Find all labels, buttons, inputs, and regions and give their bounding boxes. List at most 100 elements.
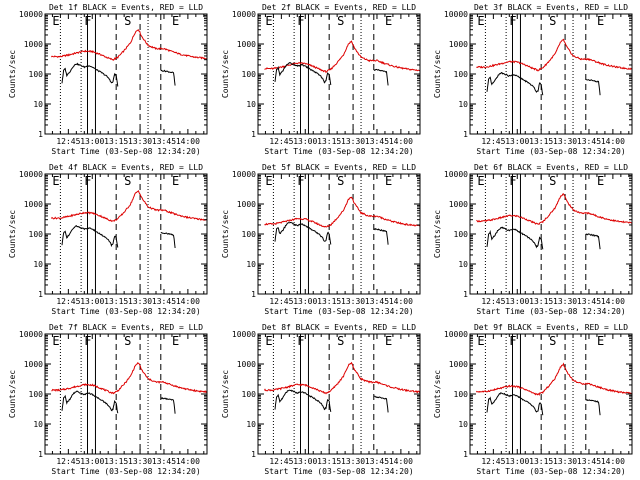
y-tick-label: 1: [38, 290, 43, 299]
x-tick-label: 13:30: [341, 137, 365, 146]
x-tick-label: 13:15: [529, 297, 553, 306]
interval-letter: E: [477, 14, 484, 28]
x-tick-label: 13:30: [553, 297, 577, 306]
panel-title: Det 5f BLACK = Events, RED = LLD: [262, 163, 416, 172]
y-tick-label: 100: [29, 390, 44, 399]
x-axis-label: Start Time (03-Sep-08 12:34:20): [476, 147, 625, 156]
plot-frame: [257, 173, 421, 295]
y-tick-label: 10000: [444, 170, 468, 179]
interval-letter: S: [337, 14, 344, 28]
plot-frame: [257, 13, 421, 135]
events-trace: [160, 397, 176, 414]
x-tick-label: 13:45: [152, 137, 176, 146]
x-tick-label: 13:00: [505, 297, 529, 306]
x-axis-label: Start Time (03-Sep-08 12:34:20): [264, 467, 413, 476]
y-tick-label: 10: [458, 260, 468, 269]
y-tick-label: 100: [242, 230, 257, 239]
interval-letter: F: [84, 174, 91, 188]
lld-trace: [476, 193, 632, 225]
x-tick-label: 13:30: [341, 297, 365, 306]
y-tick-label: 10000: [232, 170, 256, 179]
x-tick-label: 13:15: [317, 137, 341, 146]
y-tick-label: 10000: [232, 330, 256, 339]
y-tick-label: 1000: [237, 360, 256, 369]
y-tick-label: 1000: [24, 360, 43, 369]
interval-letter: E: [52, 14, 59, 28]
lld-trace: [475, 362, 632, 396]
x-tick-label: 13:15: [104, 457, 128, 466]
panel-title: Det 7f BLACK = Events, RED = LLD: [49, 323, 203, 332]
y-tick-label: 10000: [19, 330, 43, 339]
interval-letter: E: [597, 14, 604, 28]
x-tick-label: 13:45: [365, 137, 389, 146]
lld-trace: [51, 362, 207, 395]
interval-letter: E: [172, 334, 179, 348]
x-tick-label: 14:00: [601, 137, 625, 146]
y-axis-label: Counts/sec: [8, 50, 17, 98]
y-tick-label: 1000: [449, 40, 468, 49]
interval-letter: S: [124, 334, 131, 348]
interval-letter: F: [297, 14, 304, 28]
x-tick-label: 14:00: [176, 457, 200, 466]
x-tick-label: 14:00: [389, 297, 413, 306]
x-tick-label: 14:00: [389, 137, 413, 146]
x-tick-label: 12:45: [481, 297, 505, 306]
x-tick-label: 12:45: [56, 297, 80, 306]
plot-frame: [469, 333, 633, 455]
y-axis-label: Counts/sec: [221, 210, 230, 258]
y-tick-label: 100: [454, 230, 469, 239]
interval-letter: S: [124, 174, 131, 188]
y-tick-label: 10: [458, 100, 468, 109]
x-tick-label: 13:45: [365, 457, 389, 466]
interval-letter: E: [385, 174, 392, 188]
interval-letter: S: [337, 334, 344, 348]
y-tick-label: 10: [246, 100, 256, 109]
y-axis-label: Counts/sec: [433, 210, 442, 258]
y-tick-label: 1000: [237, 40, 256, 49]
y-tick-label: 1: [463, 290, 468, 299]
x-tick-label: 12:45: [481, 137, 505, 146]
x-tick-label: 14:00: [176, 297, 200, 306]
lld-trace: [476, 38, 632, 72]
y-tick-label: 10: [246, 420, 256, 429]
y-tick-label: 10000: [19, 170, 43, 179]
y-tick-label: 10: [33, 420, 43, 429]
interval-letter: E: [265, 334, 272, 348]
panel-9: Det 9f BLACK = Events, RED = LLD E F S E 1 10 1…: [433, 323, 633, 476]
y-tick-label: 10: [246, 260, 256, 269]
panel-7: Det 7f BLACK = Events, RED = LLD E F S E 1 10 1…: [8, 323, 208, 476]
x-tick-label: 13:45: [152, 457, 176, 466]
x-tick-label: 13:30: [128, 137, 152, 146]
plot-frame: [44, 333, 208, 455]
x-tick-label: 12:45: [56, 137, 80, 146]
lld-trace: [50, 190, 207, 223]
y-axis-label: Counts/sec: [8, 370, 17, 418]
x-tick-label: 13:45: [365, 297, 389, 306]
y-axis-label: Counts/sec: [433, 370, 442, 418]
x-tick-label: 13:45: [577, 457, 601, 466]
panel-title: Det 8f BLACK = Events, RED = LLD: [262, 323, 416, 332]
events-trace: [373, 395, 389, 413]
panel-1: Det 1f BLACK = Events, RED = LLD E F S E 1 10 1…: [8, 3, 208, 156]
x-tick-label: 13:15: [317, 297, 341, 306]
events-trace: [61, 225, 119, 248]
x-tick-label: 12:45: [56, 457, 80, 466]
y-axis-label: Counts/sec: [8, 210, 17, 258]
y-tick-label: 1: [251, 290, 256, 299]
y-tick-label: 1: [463, 450, 468, 459]
panel-title: Det 1f BLACK = Events, RED = LLD: [49, 3, 203, 12]
interval-letter: E: [597, 174, 604, 188]
events-trace: [61, 390, 119, 414]
interval-letter: F: [509, 334, 516, 348]
x-tick-label: 14:00: [601, 457, 625, 466]
lld-trace: [263, 361, 420, 395]
x-axis-label: Start Time (03-Sep-08 12:34:20): [476, 467, 625, 476]
y-tick-label: 1: [251, 450, 256, 459]
x-tick-label: 13:00: [293, 457, 317, 466]
panel-2: Det 2f BLACK = Events, RED = LLD E F S E 1 10 1…: [221, 3, 421, 156]
x-tick-label: 12:45: [481, 457, 505, 466]
y-axis-label: Counts/sec: [221, 370, 230, 418]
interval-letter: E: [597, 334, 604, 348]
y-tick-label: 100: [242, 70, 257, 79]
